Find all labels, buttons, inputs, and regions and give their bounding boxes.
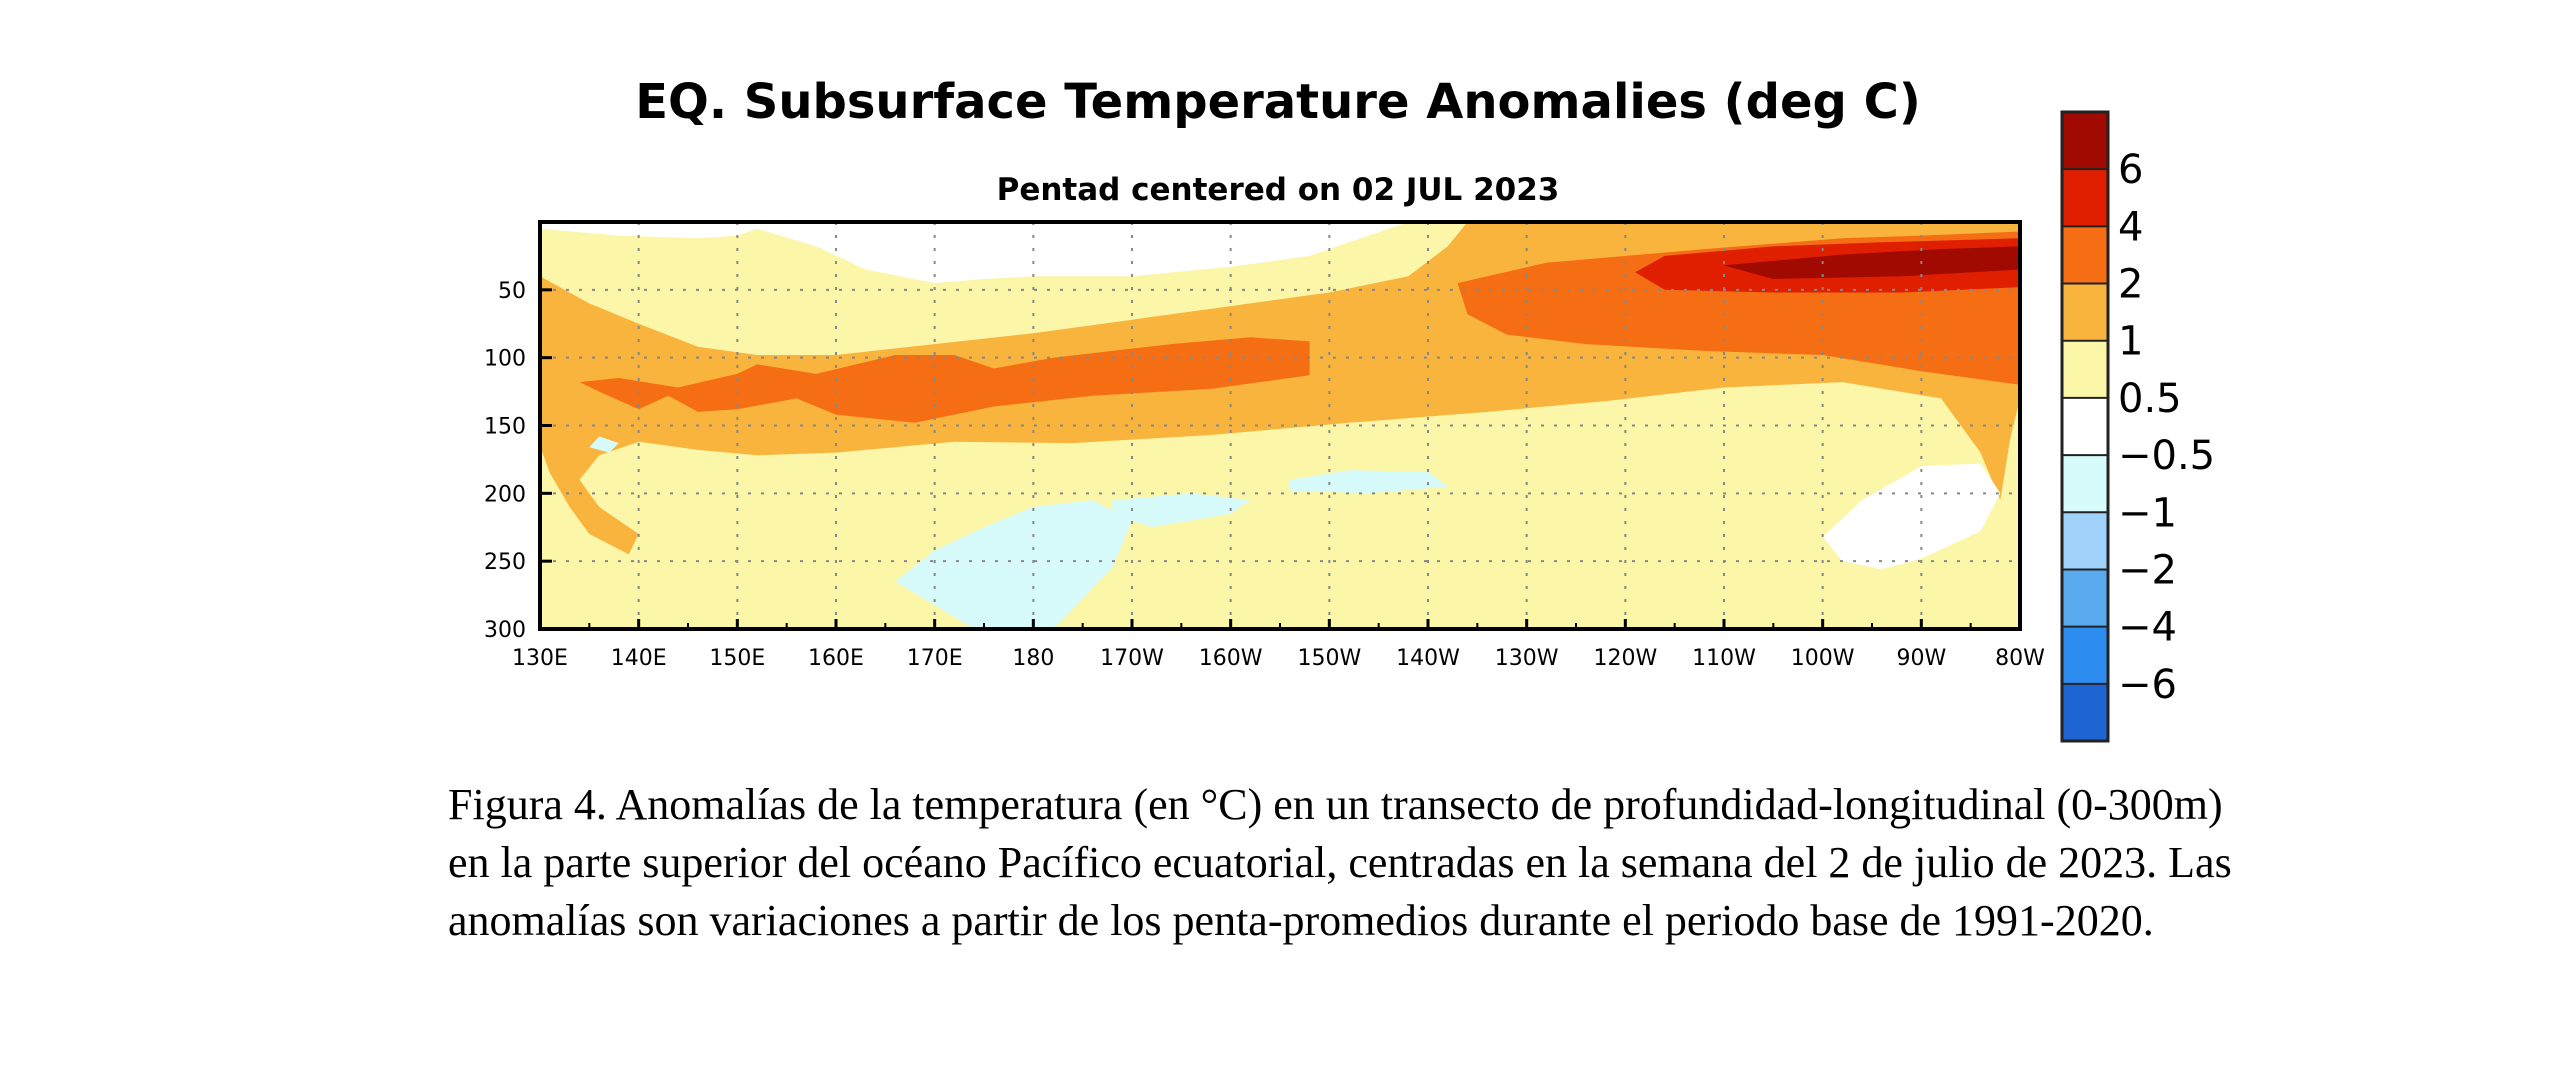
colorbar-swatch <box>2062 397 2108 456</box>
y-tick-label: 150 <box>484 415 526 440</box>
x-tick-label: 150W <box>1297 646 1361 671</box>
x-tick-label: 130W <box>1495 646 1559 671</box>
colorbar-swatch <box>2062 512 2108 570</box>
anomaly-region-cool--0.5--1-c <box>1289 470 1448 494</box>
x-tick-label: 100W <box>1791 646 1855 671</box>
colorbar-frame <box>2060 110 2110 743</box>
y-tick-label: 100 <box>484 347 526 372</box>
y-tick-label: 200 <box>484 482 526 507</box>
anomaly-region-cool-west-blob <box>589 436 619 453</box>
colorbar: 6 4 2 1 0.5 −0.5 −1 −2 −4 −6 <box>2060 110 2215 743</box>
colorbar-label: −2 <box>2118 547 2177 593</box>
y-tick-label: 50 <box>498 279 526 304</box>
y-tick-label: 250 <box>484 550 526 575</box>
colorbar-label: 2 <box>2118 262 2143 308</box>
x-tick-label: 160W <box>1199 646 1263 671</box>
anomaly-region-cool--0.5--1-a <box>895 500 1132 629</box>
y-axis: 50 100 150 200 250 300 <box>484 279 552 643</box>
colorbar-label: −1 <box>2118 490 2177 536</box>
gridlines <box>540 222 2020 629</box>
chart-subtitle: Pentad centered on 02 JUL 2023 <box>997 172 1560 208</box>
colorbar-label: 1 <box>2118 319 2143 365</box>
x-axis: 130E 140E 150E 160E 170E 180 170W 160W 150W 140W 1… <box>512 619 2045 671</box>
x-tick-label: 180 <box>1012 646 1054 671</box>
x-tick-label: 170E <box>907 646 963 671</box>
colorbar-swatch <box>2062 683 2108 742</box>
colorbar-swatch <box>2062 569 2108 628</box>
colorbar-label: −6 <box>2118 662 2177 708</box>
chart-title: EQ. Subsurface Temperature Anomalies (de… <box>635 74 1921 130</box>
anomaly-region-neutral-east-pocket <box>1822 463 2001 570</box>
colorbar-swatch <box>2062 112 2108 170</box>
figure-caption: Figura 4. Anomalías de la temperatura (e… <box>448 780 2232 945</box>
x-tick-label: 90W <box>1896 646 1946 671</box>
colorbar-label: 0.5 <box>2118 376 2182 422</box>
x-tick-label: 110W <box>1692 646 1756 671</box>
x-tick-label: 120W <box>1593 646 1657 671</box>
anomaly-regions <box>540 222 2020 629</box>
colorbar-label: 4 <box>2118 204 2143 250</box>
x-tick-label: 130E <box>512 646 568 671</box>
colorbar-label: −4 <box>2118 605 2177 651</box>
x-tick-label: 140E <box>611 646 667 671</box>
colorbar-label: 6 <box>2118 147 2143 193</box>
colorbar-swatch <box>2062 455 2108 513</box>
y-tick-label: 300 <box>484 618 526 643</box>
colorbar-swatch <box>2062 169 2108 227</box>
colorbar-swatch <box>2062 226 2108 285</box>
colorbar-label: −0.5 <box>2118 433 2215 479</box>
colorbar-swatch <box>2062 340 2108 399</box>
x-tick-label: 80W <box>1995 646 2045 671</box>
colorbar-swatch <box>2062 626 2108 685</box>
anomaly-region-cool--0.5--1-b <box>1112 493 1251 528</box>
anomaly-region-warm-gt-6 <box>1724 246 2020 279</box>
anomaly-region-neutral-surface-pocket <box>540 222 1409 284</box>
x-tick-label: 170W <box>1100 646 1164 671</box>
x-tick-label: 150E <box>709 646 765 671</box>
x-tick-label: 140W <box>1396 646 1460 671</box>
colorbar-swatch <box>2062 283 2108 342</box>
anomaly-region-warm-2-4 <box>579 337 1310 423</box>
x-tick-label: 160E <box>808 646 864 671</box>
